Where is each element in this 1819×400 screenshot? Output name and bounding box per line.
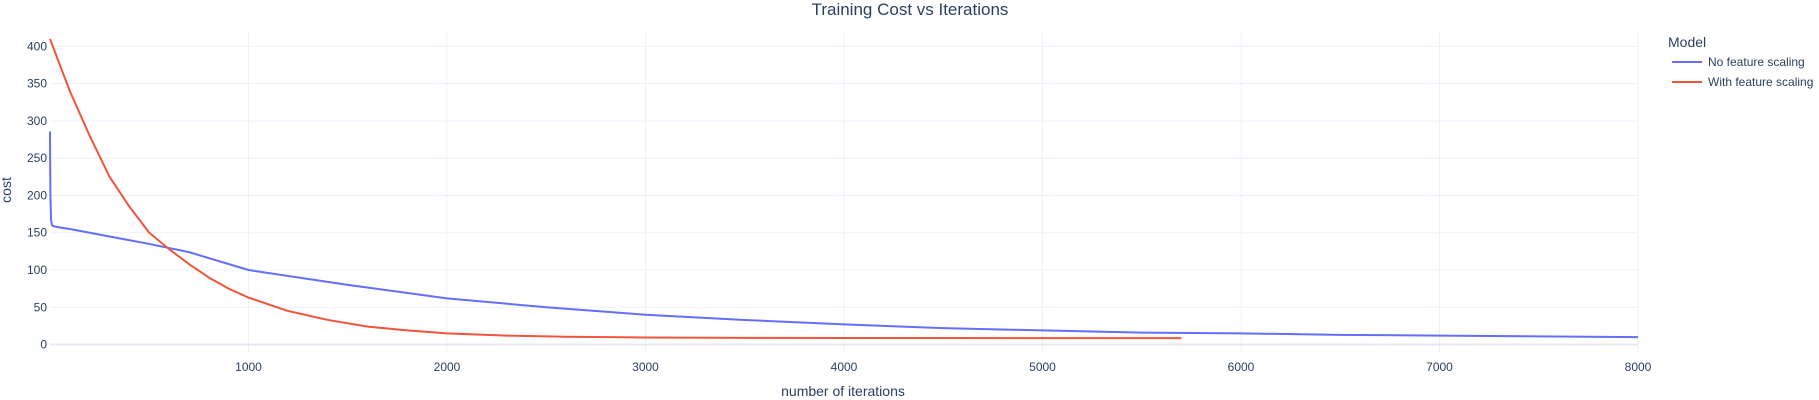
series-lines [49,38,1639,340]
x-tick-label: 8000 [1625,360,1652,374]
x-tick-label: 6000 [1228,360,1255,374]
y-tick-label: 400 [27,39,47,53]
y-tick-label: 100 [27,263,47,277]
x-axis-ticks: 1000 2000 3000 4000 5000 6000 7000 8000 [235,360,1652,374]
y-tick-label: 50 [34,300,48,314]
legend-label: With feature scaling [1708,75,1813,89]
y-tick-label: 300 [27,114,47,128]
x-tick-label: 1000 [235,360,262,374]
y-tick-label: 150 [27,226,47,240]
chart-title: Training Cost vs Iterations [812,0,1009,19]
legend-items: No feature scaling With feature scaling [1672,55,1813,89]
x-tick-label: 2000 [434,360,461,374]
legend-label: No feature scaling [1708,55,1805,69]
x-tick-label: 5000 [1029,360,1056,374]
y-axis-title: cost [0,177,14,203]
series-line-2 [49,38,1182,340]
y-axis-ticks: 0 50 100 150 200 250 300 350 400 [27,39,47,351]
x-axis-title: number of iterations [781,383,905,399]
y-tick-label: 250 [27,151,47,165]
grid-lines [50,33,1639,352]
x-tick-label: 7000 [1426,360,1453,374]
legend-title: Model [1668,34,1706,50]
y-tick-label: 200 [27,188,47,202]
series-line-1 [49,131,1639,339]
x-tick-label: 4000 [831,360,858,374]
y-tick-label: 0 [40,338,47,352]
x-tick-label: 3000 [632,360,659,374]
y-tick-label: 350 [27,77,47,91]
legend: Model No feature scaling With feature sca… [1668,34,1813,89]
